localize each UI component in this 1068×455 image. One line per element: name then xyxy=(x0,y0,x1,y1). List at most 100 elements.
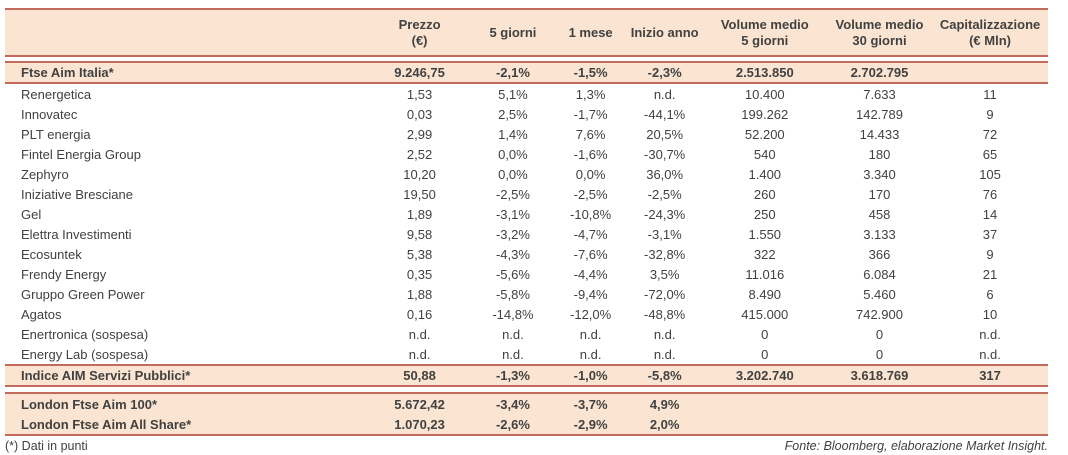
row-value-1-mese: -3,7% xyxy=(573,396,608,412)
header-prezzo: Prezzo (€) xyxy=(368,17,471,49)
row-value-1-mese: n.d. xyxy=(579,326,602,342)
row-value-5-giorni: -5,6% xyxy=(495,266,530,282)
row-value-prezzo: 2,99 xyxy=(406,126,433,142)
row-value-prezzo: 19,50 xyxy=(403,186,436,202)
row-value-volume-5: 199.262 xyxy=(741,106,789,122)
row-value-volume-30: 3.340 xyxy=(863,166,896,182)
row-value-capitalizzazione: 76 xyxy=(982,186,998,202)
row-value-volume-30: 3.133 xyxy=(863,226,896,242)
row-value-volume-30: 170 xyxy=(868,186,891,202)
row-value-1-mese: -7,6% xyxy=(573,246,608,262)
row-value-capitalizzazione: 65 xyxy=(982,146,998,162)
table-row: Frendy Energy 0,35 -5,6% -4,4% 3,5% 11.0… xyxy=(5,264,1048,284)
row-value-capitalizzazione: 14 xyxy=(982,206,998,222)
row-value-1-mese: 1,3% xyxy=(575,86,606,102)
row-name: Fintel Energia Group xyxy=(21,146,141,162)
table-row: Energy Lab (sospesa) n.d. n.d. n.d. n.d.… xyxy=(5,344,1048,364)
row-value-inizio-anno: 36,0% xyxy=(646,166,684,182)
row-value-inizio-anno: -32,8% xyxy=(644,246,686,262)
header-inizio-anno: Inizio anno xyxy=(627,25,703,41)
row-value-inizio-anno: -5,8% xyxy=(647,368,682,383)
row-value-1-mese: -2,5% xyxy=(573,186,608,202)
row-value-1-mese: 0,0% xyxy=(575,166,606,182)
table-row: Ftse Aim Italia* 9.246,75 -2,1% -1,5% -2… xyxy=(5,63,1048,82)
london-ftse-aim-section: London Ftse Aim 100* 5.672,42 -3,4% -3,7… xyxy=(5,392,1048,436)
row-value-inizio-anno: n.d. xyxy=(653,346,676,362)
table-row: London Ftse Aim 100* 5.672,42 -3,4% -3,7… xyxy=(5,394,1048,414)
row-value-volume-30: 0 xyxy=(875,326,884,342)
row-value-capitalizzazione: n.d. xyxy=(979,346,1001,362)
row-value-1-mese: n.d. xyxy=(579,346,602,362)
table-row: Indice AIM Servizi Pubblici* 50,88 -1,3%… xyxy=(5,366,1048,385)
row-value-volume-5: 3.202.740 xyxy=(735,368,794,383)
row-value-volume-30: 2.702.795 xyxy=(850,65,909,80)
row-value-volume-30: 5.460 xyxy=(863,286,896,302)
header-line: (€) xyxy=(411,32,428,48)
row-value-5-giorni: n.d. xyxy=(502,346,524,362)
row-value-5-giorni: -2,6% xyxy=(495,416,530,432)
row-value-inizio-anno: -2,5% xyxy=(647,186,682,202)
row-value-prezzo: 9.246,75 xyxy=(394,65,445,80)
header-1-mese: 1 mese xyxy=(555,25,627,41)
header-line: 5 giorni xyxy=(741,32,789,48)
row-value-5-giorni: -5,8% xyxy=(495,286,530,302)
row-value-prezzo: 0,35 xyxy=(406,266,433,282)
row-value-prezzo: 1,88 xyxy=(406,286,433,302)
row-value-volume-30: 7.633 xyxy=(863,86,896,102)
table-row: Innovatec 0,03 2,5% -1,7% -44,1% 199.262… xyxy=(5,104,1048,124)
row-value-5-giorni: -2,5% xyxy=(495,186,530,202)
row-name: London Ftse Aim All Share* xyxy=(21,416,192,432)
row-value-5-giorni: -4,3% xyxy=(495,246,530,262)
row-value-inizio-anno: 20,5% xyxy=(646,126,684,142)
company-rows-body: Renergetica 1,53 5,1% 1,3% n.d. 10.400 7… xyxy=(5,84,1048,364)
row-value-1-mese: -4,4% xyxy=(573,266,608,282)
row-value-volume-30: 180 xyxy=(868,146,891,162)
row-value-prezzo: 0,16 xyxy=(406,306,433,322)
row-name: London Ftse Aim 100* xyxy=(21,396,158,412)
row-value-volume-30: 142.789 xyxy=(855,106,903,122)
row-value-capitalizzazione: n.d. xyxy=(979,326,1001,342)
row-value-inizio-anno: -44,1% xyxy=(644,106,686,122)
row-value-1-mese: -12,0% xyxy=(570,306,612,322)
table-header-row: Prezzo (€) 5 giorni 1 mese Inizio anno V… xyxy=(5,10,1048,55)
table-row: Ecosuntek 5,38 -4,3% -7,6% -32,8% 322 36… xyxy=(5,244,1048,264)
row-value-5-giorni: -2,1% xyxy=(495,65,530,80)
row-value-volume-5: 0 xyxy=(761,326,769,342)
row-value-inizio-anno: -24,3% xyxy=(644,206,686,222)
header-line: Prezzo xyxy=(398,16,441,32)
row-value-capitalizzazione: 105 xyxy=(979,166,1001,182)
row-name: Ftse Aim Italia* xyxy=(21,65,114,80)
row-value-prezzo: n.d. xyxy=(408,346,431,362)
row-value-1-mese: -4,7% xyxy=(573,226,608,242)
table-footer: (*) Dati in punti Fonte: Bloomberg, elab… xyxy=(5,436,1048,455)
row-value-volume-30: 742.900 xyxy=(855,306,903,322)
table-row: Renergetica 1,53 5,1% 1,3% n.d. 10.400 7… xyxy=(5,84,1048,104)
row-value-5-giorni: 1,4% xyxy=(498,126,528,142)
row-value-prezzo: 1.070,23 xyxy=(394,416,445,432)
row-value-capitalizzazione: 9 xyxy=(986,106,994,122)
row-name: PLT energia xyxy=(21,126,91,142)
row-value-5-giorni: 0,0% xyxy=(498,166,528,182)
row-value-inizio-anno: 4,9% xyxy=(649,396,680,412)
table-row: Enertronica (sospesa) n.d. n.d. n.d. n.d… xyxy=(5,324,1048,344)
points-footnote: (*) Dati in punti xyxy=(5,438,88,453)
row-name: Renergetica xyxy=(21,86,92,102)
header-line: 1 mese xyxy=(568,24,613,40)
table-row: Fintel Energia Group 2,52 0,0% -1,6% -30… xyxy=(5,144,1048,164)
row-value-capitalizzazione: 10 xyxy=(982,306,998,322)
table-row: Gruppo Green Power 1,88 -5,8% -9,4% -72,… xyxy=(5,284,1048,304)
row-value-prezzo: 2,52 xyxy=(406,146,433,162)
table-header-section: Prezzo (€) 5 giorni 1 mese Inizio anno V… xyxy=(5,8,1048,57)
row-value-inizio-anno: -48,8% xyxy=(644,306,686,322)
row-value-1-mese: -2,9% xyxy=(573,416,608,432)
row-value-volume-5: 11.016 xyxy=(745,266,785,282)
row-value-1-mese: -1,5% xyxy=(573,65,608,80)
table-row: Zephyro 10,20 0,0% 0,0% 36,0% 1.400 3.34… xyxy=(5,164,1048,184)
row-value-prezzo: 1,53 xyxy=(406,86,433,102)
row-value-volume-5: 1.400 xyxy=(748,166,782,182)
row-value-volume-5: 1.550 xyxy=(748,226,782,242)
row-value-capitalizzazione: 37 xyxy=(982,226,998,242)
row-value-volume-30: 14.433 xyxy=(859,126,900,142)
indice-aim-servizi-pubblici-section: Indice AIM Servizi Pubblici* 50,88 -1,3%… xyxy=(5,364,1048,387)
row-value-5-giorni: 0,0% xyxy=(498,146,528,162)
